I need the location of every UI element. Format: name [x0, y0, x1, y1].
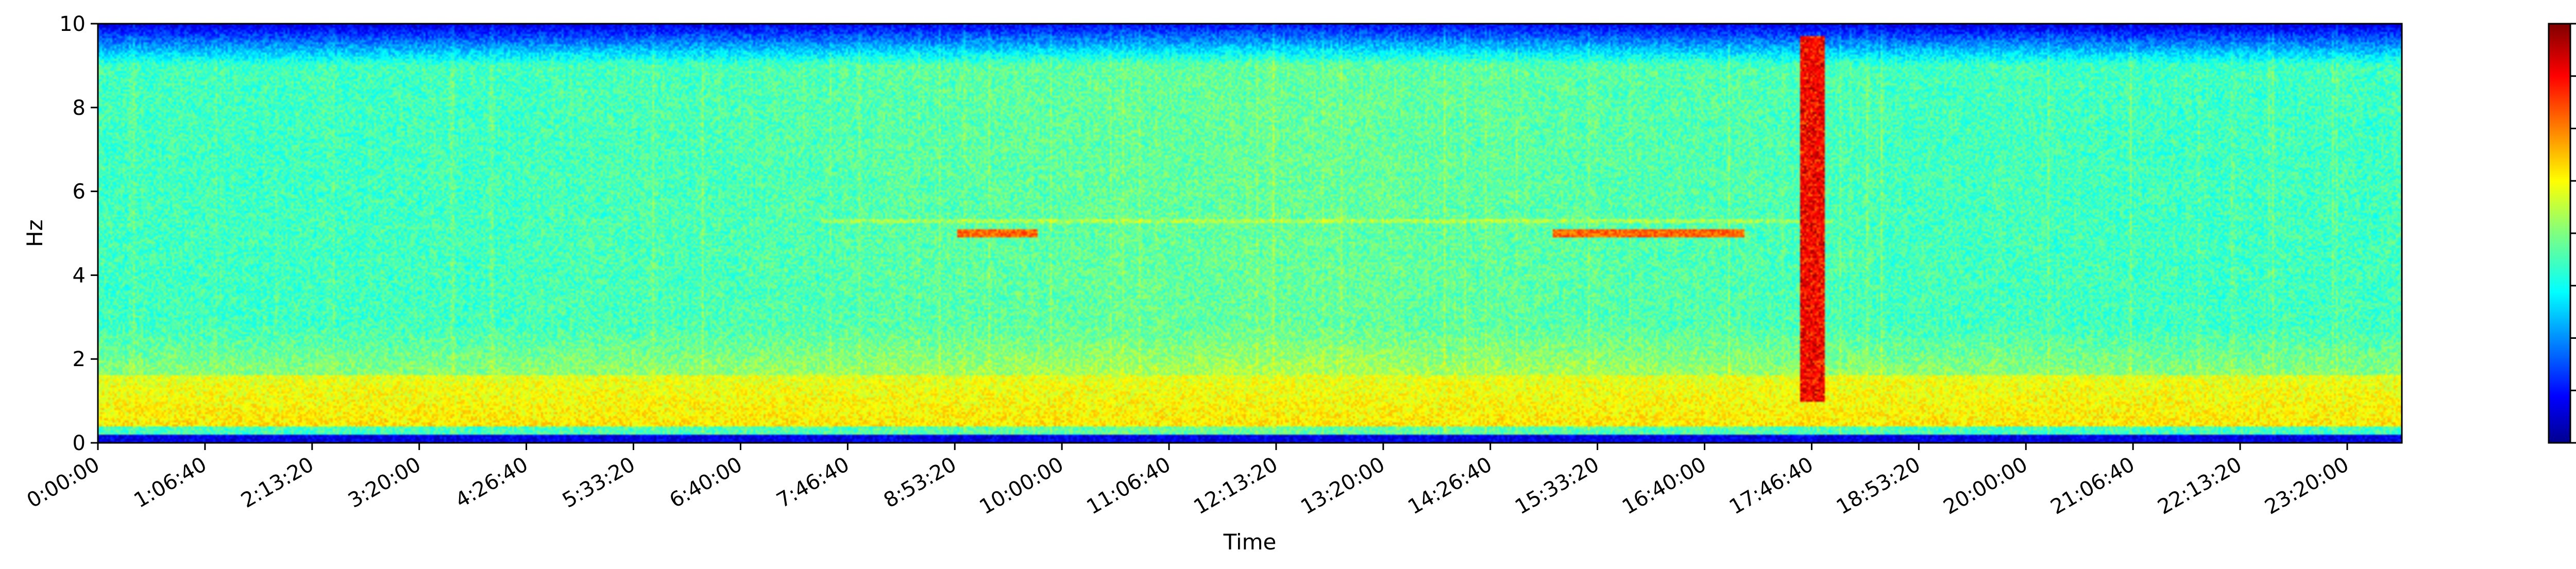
x-tick-label: 13:20:00 — [1297, 453, 1389, 520]
colorbar: +0 dB-10 dB-20 dB-30 dB-40 dB-50 dB-60 d… — [2548, 23, 2576, 444]
spectrogram-image — [98, 24, 2402, 443]
x-tick-label: 6:40:00 — [666, 453, 747, 513]
colorbar-gradient — [2548, 23, 2571, 444]
x-tick-label: 15:33:20 — [1511, 453, 1603, 520]
y-tick-label: 10 — [59, 12, 86, 36]
x-tick-label: 14:26:40 — [1404, 453, 1496, 520]
colorbar-ticks: +0 dB-10 dB-20 dB-30 dB-40 dB-50 dB-60 d… — [2570, 23, 2576, 444]
y-tick-label: 2 — [73, 348, 86, 371]
x-tick-label: 7:46:40 — [773, 453, 854, 513]
x-tick-label: 12:13:20 — [1190, 453, 1282, 520]
x-tick-label: 21:06:40 — [2047, 453, 2139, 520]
y-tick-label: 6 — [73, 180, 86, 204]
y-axis: 0 2 4 6 8 10 — [59, 12, 98, 455]
x-tick-label: 16:40:00 — [1618, 453, 1710, 520]
x-axis: 0:00:00 1:06:40 2:13:20 3:20:00 4:26:40 5:33:… — [23, 443, 2353, 519]
y-tick-label: 8 — [73, 96, 86, 120]
x-tick-label: 23:20:00 — [2261, 453, 2353, 520]
x-tick-label: 1:06:40 — [130, 453, 211, 513]
x-tick-label: 0:00:00 — [23, 453, 104, 513]
x-tick-label: 2:13:20 — [237, 453, 318, 513]
x-tick-label: 17:46:40 — [1725, 453, 1818, 520]
plot-frame — [97, 23, 2403, 444]
x-tick-label: 3:20:00 — [344, 453, 425, 513]
plot-area — [97, 23, 2403, 444]
x-tick-label: 5:33:20 — [558, 453, 639, 513]
x-tick-label: 20:00:00 — [1940, 453, 2032, 520]
x-axis-title: Time — [1223, 529, 1277, 555]
x-tick-label: 18:53:20 — [1833, 453, 1925, 520]
x-tick-label: 8:53:20 — [880, 453, 961, 513]
y-tick-label: 0 — [73, 432, 86, 455]
x-tick-label: 22:13:20 — [2154, 453, 2246, 520]
y-tick-label: 4 — [73, 264, 86, 287]
y-axis-title: Hz — [22, 219, 47, 247]
x-tick-label: 11:06:40 — [1082, 453, 1175, 520]
x-tick-label: 10:00:00 — [976, 453, 1068, 520]
x-tick-label: 4:26:40 — [451, 453, 532, 513]
